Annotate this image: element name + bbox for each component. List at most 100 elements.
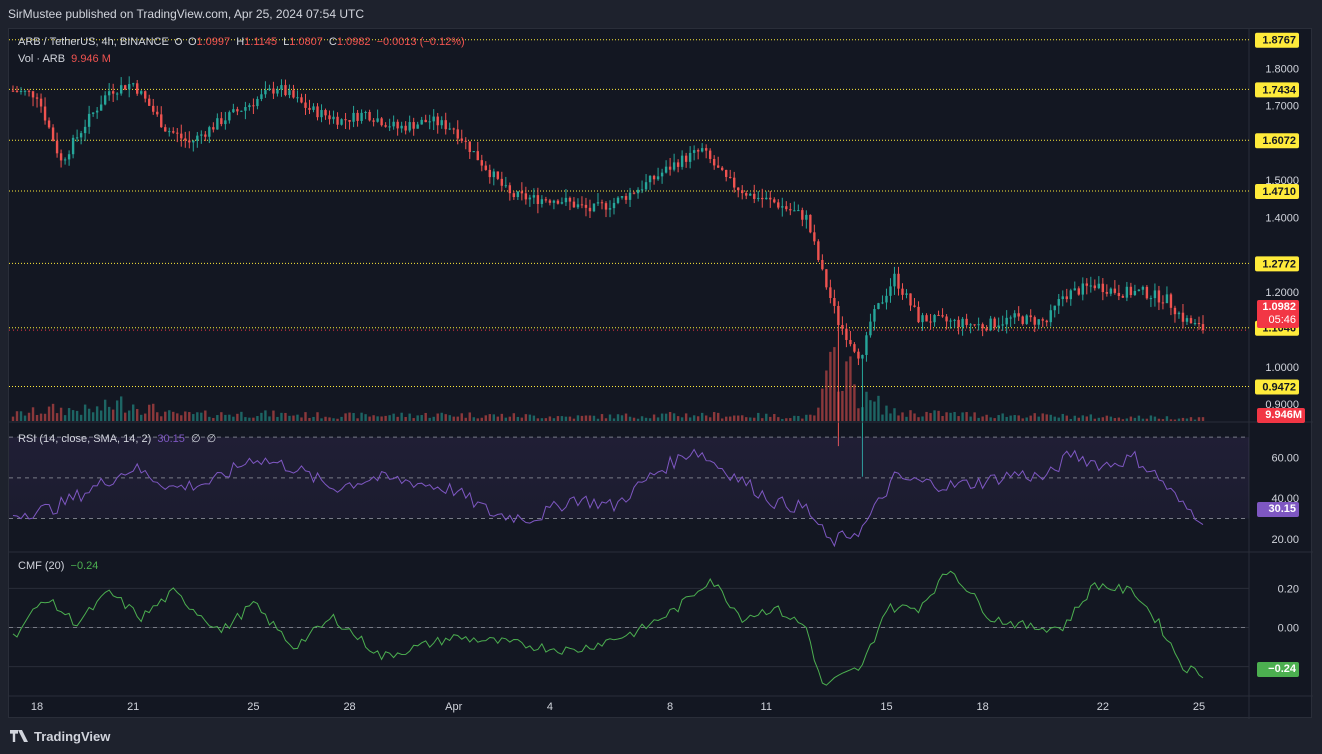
volume-bar (336, 418, 339, 421)
candle-body (873, 309, 876, 322)
candle-body (432, 116, 435, 122)
candle-body (316, 106, 319, 118)
candle-body (865, 335, 868, 355)
candle-body (536, 195, 540, 204)
candle-body (123, 85, 127, 90)
rsi-line (12, 448, 1204, 548)
candle-body (672, 162, 676, 170)
candle-body (801, 210, 804, 220)
volume-bar (43, 413, 47, 421)
chart-frame[interactable]: 1.8000 1.7000 1.5000 1.4000 1.2000 1.0000 0.90… (8, 28, 1313, 719)
volume-bar (969, 416, 972, 421)
candle-body (256, 98, 259, 107)
volume-bar (580, 415, 584, 421)
candle-body (604, 203, 608, 210)
candle-body (99, 104, 103, 111)
candle-body (172, 131, 175, 133)
candle-body (1161, 302, 1165, 304)
volume-bar (1121, 419, 1125, 421)
time-tick-label: 15 (880, 701, 892, 713)
candle-body (885, 295, 888, 303)
volume-bar (757, 412, 760, 421)
candle-body (977, 324, 980, 326)
candle-body (1021, 316, 1024, 324)
candle-body (440, 120, 443, 126)
time-tick-label: 25 (247, 701, 259, 713)
volume-bar (460, 413, 463, 421)
volume-bar (216, 415, 219, 421)
volume-bar (973, 412, 976, 421)
volume-bar (272, 410, 275, 421)
candle-body (648, 175, 652, 183)
candle-body (512, 193, 516, 198)
volume-bar (769, 416, 772, 421)
candle-body (240, 110, 243, 112)
time-tick-label: 28 (343, 701, 355, 713)
volume-bar (620, 415, 624, 421)
volume-bar (1185, 418, 1189, 421)
volume-bar (240, 411, 243, 421)
volume-bar (1201, 417, 1205, 421)
volume-bar (1101, 417, 1105, 421)
candle-body (504, 185, 508, 187)
tradingview-brand[interactable]: TradingView (10, 726, 110, 746)
candle-body (544, 199, 548, 201)
volume-bar (180, 415, 183, 421)
volume-bar (556, 416, 560, 421)
candle-body (741, 190, 744, 194)
volume-bar (232, 416, 235, 421)
volume-bar (1097, 417, 1101, 421)
candle-body (1141, 286, 1145, 290)
price-pane[interactable]: 1.80001.70001.50001.40001.20001.00000.90… (9, 29, 1313, 719)
candle-body (628, 192, 632, 200)
volume-bar (83, 404, 87, 421)
volume-bar (672, 413, 676, 421)
candle-body (508, 185, 512, 194)
candle-body (849, 339, 852, 345)
volume-bar (324, 416, 327, 421)
candle-body (961, 318, 964, 328)
volume-bar (785, 418, 788, 421)
volume-bar (845, 361, 848, 421)
volume-bar (512, 413, 516, 421)
volume-bar (869, 400, 872, 421)
symbol-label[interactable]: ARB / TetherUS, 4h, BINANCE (18, 36, 169, 48)
volume-bar (468, 412, 471, 421)
volume-bar (1181, 417, 1185, 421)
volume-bar (1125, 418, 1129, 421)
volume-bar (408, 413, 411, 421)
candle-body (957, 319, 960, 328)
candle-body (1149, 298, 1153, 300)
volume-bar (111, 409, 115, 421)
volume-bar (428, 417, 431, 421)
candle-body (140, 91, 143, 94)
candle-body (488, 169, 492, 178)
volume-bar (849, 356, 852, 421)
volume-bar (119, 396, 123, 421)
volume-bar (813, 415, 816, 421)
candle-body (1001, 324, 1004, 326)
candle-body (1145, 286, 1149, 299)
candle-body (244, 107, 247, 111)
time-axis[interactable]: 18 21 25 28 Apr 4 8 11 15 18 22 25 (9, 695, 1313, 713)
volume-bar (520, 417, 524, 421)
volume-bar (464, 417, 467, 421)
candle-body (620, 196, 624, 198)
volume-label[interactable]: Vol · ARB (18, 53, 66, 65)
rsi-label[interactable]: RSI (14, close, SMA, 14, 2) (18, 433, 152, 445)
candle-body (276, 89, 279, 94)
volume-bar (188, 412, 191, 421)
cmf-pane[interactable]: 0.20 0.00 (9, 570, 1299, 686)
volume-bar (87, 408, 91, 421)
volume-bar (765, 413, 768, 421)
candle-body (67, 154, 71, 160)
candle-body (837, 305, 840, 326)
cmf-label[interactable]: CMF (20) (18, 560, 65, 572)
volume-bar (71, 410, 75, 421)
candle-body (969, 324, 972, 326)
chart-canvas[interactable]: 1.80001.70001.50001.40001.20001.00000.90… (9, 29, 1313, 719)
volume-bar (893, 408, 896, 421)
candle-body (83, 126, 87, 134)
candle-body (777, 202, 780, 208)
